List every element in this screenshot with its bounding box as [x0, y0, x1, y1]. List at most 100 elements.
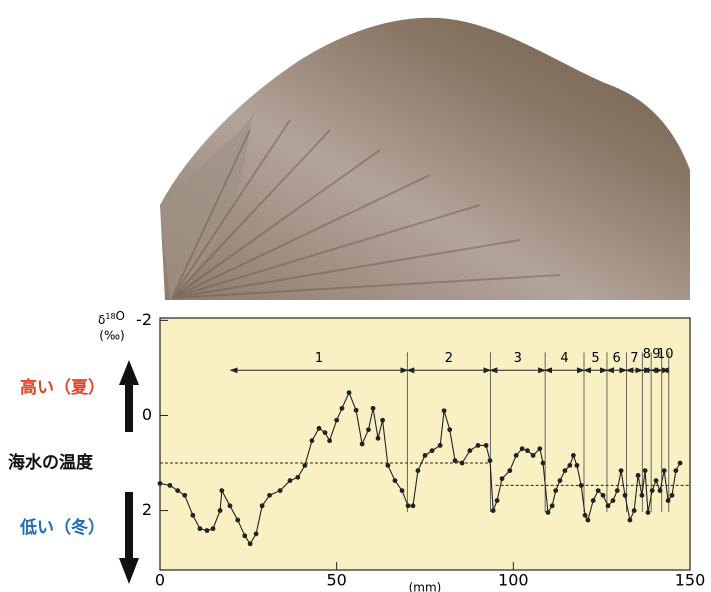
data-point [514, 453, 519, 458]
data-point [167, 483, 172, 488]
y-axis-label-part: O [116, 309, 125, 323]
data-point [654, 478, 659, 483]
data-point [678, 461, 683, 466]
data-point [488, 458, 493, 463]
data-point [406, 503, 411, 508]
data-point [158, 481, 163, 486]
band-label: 10 [657, 347, 674, 362]
data-point [416, 468, 421, 473]
band-label: 5 [591, 351, 599, 366]
band-label: 8 [643, 347, 651, 362]
data-point [550, 503, 555, 508]
data-point [643, 468, 648, 473]
data-point [666, 498, 671, 503]
data-point [591, 498, 596, 503]
data-point [640, 493, 645, 498]
plot-area [160, 318, 690, 570]
x-tick-label: 150 [675, 571, 706, 590]
annotation-high: 高い（夏） [20, 377, 105, 398]
data-point [567, 463, 572, 468]
data-point [673, 468, 678, 473]
data-point [453, 458, 458, 463]
data-point [650, 488, 655, 493]
data-point [393, 478, 398, 483]
data-point [476, 443, 481, 448]
data-point [254, 531, 259, 536]
data-point [386, 463, 391, 468]
data-point [376, 436, 381, 441]
data-point [606, 503, 611, 508]
data-point [546, 510, 551, 515]
data-point [558, 478, 563, 483]
annotation-temperature: 海水の温度 [8, 452, 94, 473]
data-point [525, 448, 530, 453]
data-point [632, 508, 637, 513]
data-point [520, 446, 525, 451]
x-tick-label: 0 [155, 571, 165, 590]
data-point [278, 488, 283, 493]
data-point [430, 448, 435, 453]
data-point [175, 488, 180, 493]
data-point [662, 468, 667, 473]
data-point [563, 468, 568, 473]
y-tick-label: 0 [142, 405, 152, 424]
data-point [218, 508, 223, 513]
data-point [507, 468, 512, 473]
data-point [354, 408, 359, 413]
data-point [438, 443, 443, 448]
data-point [302, 463, 307, 468]
data-point [323, 430, 328, 435]
data-point [619, 468, 624, 473]
y-axis-label-part: 18 [105, 312, 115, 321]
shell-photo [160, 18, 690, 300]
data-point [366, 427, 371, 432]
data-point [198, 526, 203, 531]
data-point [340, 406, 345, 411]
annotation-low: 低い（冬） [19, 517, 105, 538]
data-point [400, 488, 405, 493]
data-point [235, 518, 240, 523]
data-point [601, 493, 606, 498]
data-point [190, 513, 195, 518]
y-axis-label: δ18O [98, 309, 125, 327]
data-point [248, 541, 253, 546]
data-point [491, 508, 496, 513]
data-point [447, 427, 452, 432]
data-point [347, 390, 352, 395]
figure: -202050100150(mm)δ18O(‰)12345678910 高い（夏… [0, 0, 711, 592]
data-point [615, 488, 620, 493]
data-point [571, 453, 576, 458]
y-tick-label: 2 [142, 500, 152, 519]
data-point [611, 498, 616, 503]
data-point [242, 533, 247, 538]
y-axis-label-part: δ [98, 313, 105, 327]
data-point [670, 493, 675, 498]
data-point [267, 493, 272, 498]
data-point [541, 461, 546, 466]
data-point [211, 526, 216, 531]
y-tick-label: -2 [136, 310, 152, 329]
data-point [423, 453, 428, 458]
data-point [636, 473, 641, 478]
band-label: 2 [445, 351, 453, 366]
band-label: 7 [630, 351, 638, 366]
y-axis-unit: (‰) [99, 329, 124, 343]
data-point [288, 478, 293, 483]
data-point [327, 438, 332, 443]
data-point [628, 518, 633, 523]
data-point [596, 488, 601, 493]
data-point [575, 463, 580, 468]
data-point [182, 493, 187, 498]
data-point [495, 498, 500, 503]
data-point [295, 475, 300, 480]
data-point [371, 406, 376, 411]
data-point [317, 426, 322, 431]
x-tick-label: 100 [498, 571, 529, 590]
data-point [579, 483, 584, 488]
data-point [334, 418, 339, 423]
data-point [553, 488, 558, 493]
band-label: 1 [315, 351, 323, 366]
data-point [411, 503, 416, 508]
data-point [228, 503, 233, 508]
